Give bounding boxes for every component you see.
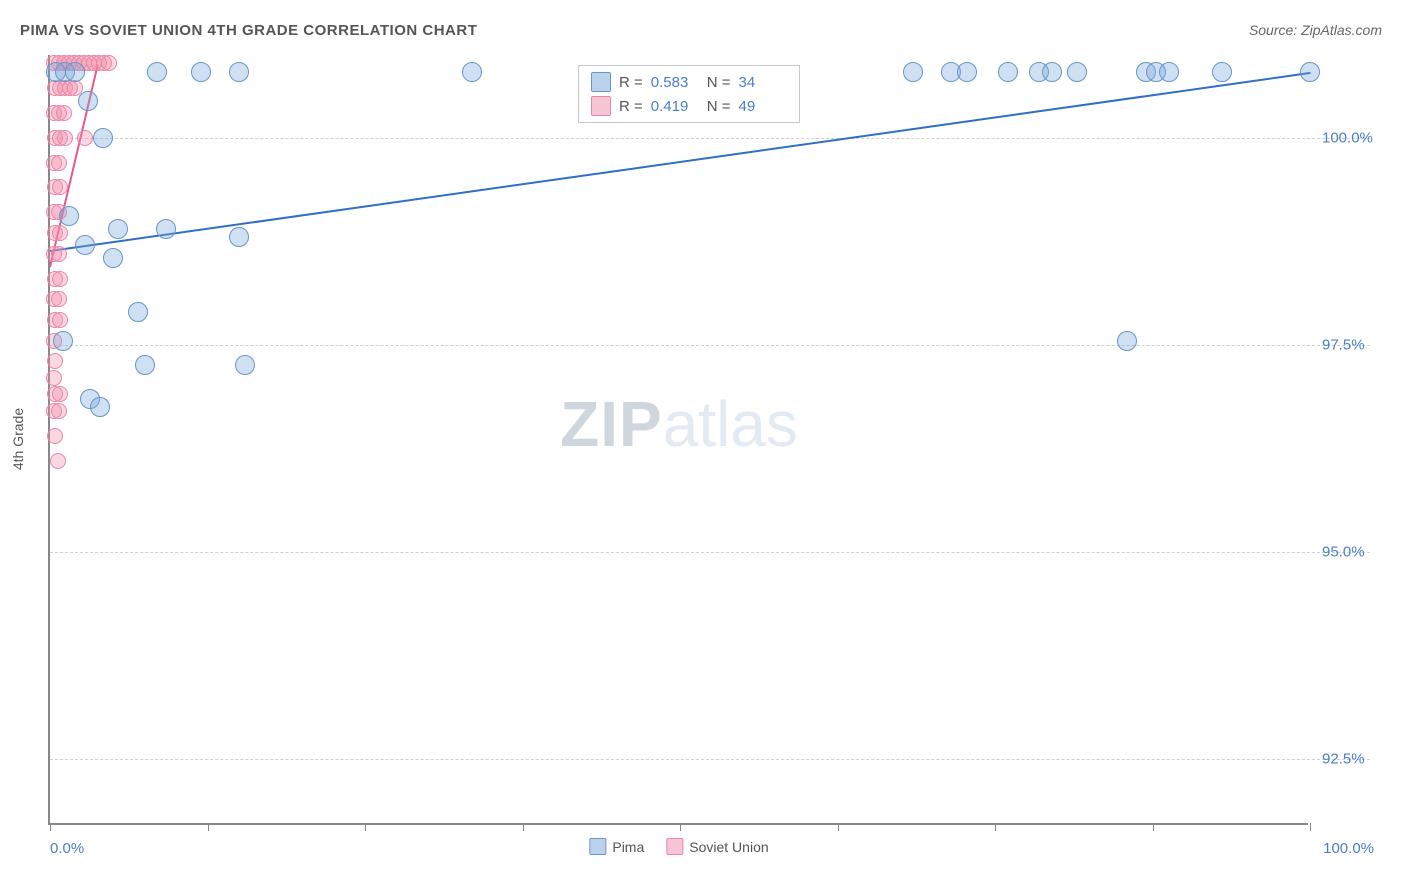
data-point [47, 428, 63, 444]
data-point [52, 225, 68, 241]
data-point [90, 397, 110, 417]
data-point [957, 62, 977, 82]
chart-container: PIMA VS SOVIET UNION 4TH GRADE CORRELATI… [0, 0, 1406, 892]
source-attribution: Source: ZipAtlas.com [1249, 22, 1382, 38]
data-point [1117, 331, 1137, 351]
y-tick-label: 92.5% [1322, 750, 1392, 767]
stats-legend: R = 0.583 N = 34 R = 0.419 N = 49 [578, 65, 800, 123]
blue-swatch-icon [591, 72, 611, 92]
pink-swatch-icon [666, 838, 683, 855]
data-point [1042, 62, 1062, 82]
data-point [147, 62, 167, 82]
data-point [998, 62, 1018, 82]
pink-swatch-icon [591, 96, 611, 116]
chart-title: PIMA VS SOVIET UNION 4TH GRADE CORRELATI… [20, 22, 477, 39]
data-point [51, 291, 67, 307]
x-tick [208, 823, 209, 831]
data-point [56, 105, 72, 121]
data-point [156, 219, 176, 239]
series-legend: Pima Soviet Union [589, 838, 768, 855]
stats-r-value: 0.419 [651, 98, 699, 115]
data-point [50, 453, 66, 469]
data-point [57, 130, 73, 146]
y-tick-label: 95.0% [1322, 543, 1392, 560]
stats-legend-row: R = 0.419 N = 49 [591, 94, 787, 118]
data-point [462, 62, 482, 82]
data-point [59, 206, 79, 226]
data-point [52, 386, 68, 402]
stats-r-label: R = [619, 98, 643, 115]
x-tick [838, 823, 839, 831]
legend-item-pima: Pima [589, 838, 644, 855]
stats-legend-row: R = 0.583 N = 34 [591, 70, 787, 94]
x-tick [365, 823, 366, 831]
plot-area: 4th Grade ZIPatlas Pima Soviet Union 92.… [48, 55, 1308, 825]
data-point [52, 312, 68, 328]
data-point [1212, 62, 1232, 82]
watermark: ZIPatlas [560, 387, 798, 461]
stats-n-value: 49 [739, 98, 787, 115]
data-point [1300, 62, 1320, 82]
legend-item-soviet-union: Soviet Union [666, 838, 768, 855]
data-point [51, 155, 67, 171]
x-tick [523, 823, 524, 831]
stats-r-label: R = [619, 74, 643, 91]
data-point [46, 370, 62, 386]
data-point [65, 62, 85, 82]
watermark-part2: atlas [663, 388, 798, 460]
data-point [78, 91, 98, 111]
gridline [50, 759, 1370, 760]
x-tick [1153, 823, 1154, 831]
y-tick-label: 97.5% [1322, 336, 1392, 353]
data-point [128, 302, 148, 322]
x-tick [995, 823, 996, 831]
data-point [51, 246, 67, 262]
gridline [50, 345, 1370, 346]
legend-label: Soviet Union [689, 839, 768, 855]
data-point [235, 355, 255, 375]
data-point [93, 128, 113, 148]
x-tick [50, 823, 51, 831]
y-tick-label: 100.0% [1322, 129, 1392, 146]
x-tick [680, 823, 681, 831]
legend-label: Pima [612, 839, 644, 855]
data-point [103, 248, 123, 268]
data-point [135, 355, 155, 375]
data-point [77, 130, 93, 146]
blue-swatch-icon [589, 838, 606, 855]
data-point [75, 235, 95, 255]
stats-r-value: 0.583 [651, 74, 699, 91]
gridline [50, 552, 1370, 553]
gridline [50, 138, 1370, 139]
stats-n-value: 34 [739, 74, 787, 91]
data-point [903, 62, 923, 82]
data-point [191, 62, 211, 82]
data-point [1159, 62, 1179, 82]
data-point [229, 227, 249, 247]
data-point [53, 331, 73, 351]
data-point [51, 403, 67, 419]
watermark-part1: ZIP [560, 388, 663, 460]
data-point [52, 179, 68, 195]
data-point [229, 62, 249, 82]
data-point [101, 55, 117, 71]
x-tick-label: 100.0% [1323, 840, 1374, 857]
x-tick-label: 0.0% [50, 840, 84, 857]
x-tick [1310, 823, 1311, 831]
stats-n-label: N = [707, 98, 731, 115]
data-point [52, 271, 68, 287]
stats-n-label: N = [707, 74, 731, 91]
data-point [1067, 62, 1087, 82]
data-point [47, 353, 63, 369]
y-axis-label: 4th Grade [10, 408, 26, 470]
data-point [108, 219, 128, 239]
